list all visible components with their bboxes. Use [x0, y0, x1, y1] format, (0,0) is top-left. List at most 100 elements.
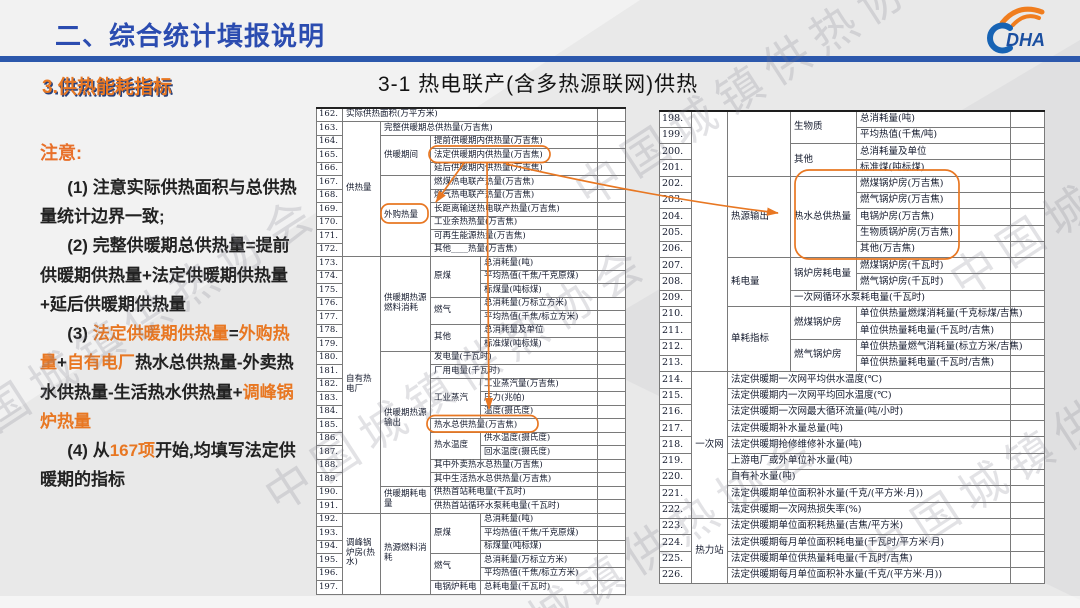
row-number: 166. [316, 161, 343, 176]
row-number: 192. [316, 512, 343, 527]
value-cell [597, 256, 627, 271]
value-cell [1010, 517, 1045, 536]
row-number: 164. [316, 134, 343, 149]
note-item: (1) 注意实际供热面积与总供热量统计边界一致; [40, 173, 306, 231]
table-cell: 长距离输送热电联产热量(万吉焦) [429, 202, 599, 217]
value-cell [597, 485, 627, 500]
section-title: 二、综合统计填报说明 [55, 21, 326, 51]
value-cell [597, 566, 627, 581]
table-row: 183. 压力(兆帕) [316, 391, 627, 406]
table-row: 176. 燃气 总消耗量(万标立方米) [316, 296, 627, 325]
value-cell [597, 202, 627, 217]
table-cell: 法定供暖期一次网热损失率(%) [727, 501, 1011, 519]
empty-cell [727, 110, 791, 177]
row-number: 224. [659, 534, 692, 552]
table-row: 180. 供暖期热源输出 发电量(千瓦时) [316, 350, 627, 487]
table-cell: 可再生能源热量(万吉焦) [429, 229, 599, 244]
value-cell [1010, 126, 1045, 145]
table-cell: 其他____热量(万吉焦) [429, 242, 599, 257]
value-cell [597, 512, 627, 527]
table-cell: 总消耗量(吨) [479, 512, 599, 527]
value-cell [597, 553, 627, 568]
row-number: 221. [659, 485, 692, 503]
value-cell [597, 175, 627, 190]
table-row: 181. 厂用电量(千瓦时) [316, 364, 627, 379]
table-cell: 热源输出 [727, 175, 791, 259]
table-row: 210. 单耗指标 燃煤锅炉房 单位供热量燃煤消耗量(千克标煤/吉焦) [659, 306, 1045, 373]
row-number: 216. [659, 403, 692, 422]
row-number: 200. [659, 143, 692, 161]
indicator-table-left: 162. 实际供热面积(万平方米) 163. 供热量 完整供暖期总供热量(万吉焦) 164… [316, 107, 627, 595]
table-cell: 燃煤锅炉房 [790, 306, 857, 340]
table-cell: 单位供热量燃煤消耗量(千克标煤/吉焦) [856, 306, 1023, 324]
table-cell: 标准煤(吨标煤) [856, 159, 1011, 177]
row-number: 189. [316, 472, 343, 487]
table-row: 172. 其他____热量(万吉焦) [316, 242, 627, 257]
row-number: 177. [316, 310, 343, 325]
value-cell [1010, 550, 1045, 568]
value-cell [597, 350, 627, 365]
row-number: 208. [659, 273, 692, 291]
note-item: (2) 完整供暖期总供热量=提前供暖期供热量+法定供暖期供热量+延后供暖期供热量 [40, 231, 306, 319]
table-cell: 单位供热量燃气消耗量(标立方米/吉焦) [856, 338, 1023, 356]
value-cell [597, 148, 627, 163]
table-cell: 发电量(千瓦时) [429, 350, 599, 365]
row-number: 181. [316, 364, 343, 379]
row-number: 210. [659, 306, 692, 324]
value-cell [597, 323, 627, 338]
table-row: 174. 平均热值(千焦/千克原煤) [316, 269, 627, 284]
table-cell: 燃气热电联产热量(万吉焦) [429, 188, 599, 203]
row-number: 184. [316, 404, 343, 419]
table-cell: 其他 [430, 323, 481, 352]
table-cell: 燃气 [430, 296, 481, 325]
table-row: 190. 供暖期耗电量 供热首站耗电量(千瓦时) [316, 485, 627, 514]
value-cell [597, 391, 627, 406]
row-number: 218. [659, 436, 692, 454]
value-cell [597, 283, 627, 298]
table-row: 177. 平均热值(千焦/标立方米) [316, 310, 627, 325]
subtitle: 3.供热能耗指标 [42, 77, 172, 98]
row-number: 220. [659, 469, 692, 487]
value-cell [597, 337, 627, 352]
table-row: 163. 供热量 完整供暖期总供热量(万吉焦) [316, 121, 627, 257]
value-cell [597, 404, 627, 419]
table-cell: 标煤量(吨标煤) [479, 283, 599, 298]
table-cell: 调峰锅炉房(热水) [342, 512, 381, 595]
bottom-strip [0, 596, 1080, 608]
table-cell: 压力(兆帕) [479, 391, 599, 406]
row-number: 185. [316, 418, 343, 433]
row-number: 162. [316, 107, 343, 122]
value-cell [1010, 566, 1045, 585]
row-number: 193. [316, 526, 343, 541]
row-number: 179. [316, 337, 343, 352]
note-text: = [228, 324, 239, 344]
table-cell: 燃煤锅炉房(万吉焦) [856, 175, 1011, 193]
row-number: 190. [316, 485, 343, 500]
cdha-logo: DHA [987, 6, 1045, 54]
table-cell: 热力站 [691, 517, 728, 585]
table-cell: 外购热量 [380, 175, 431, 257]
value-cell [597, 418, 627, 433]
table-cell: 总消耗量及单位 [479, 323, 599, 338]
value-cell [597, 134, 627, 149]
row-number: 202. [659, 175, 692, 193]
table-cell: 一次网 [691, 371, 728, 519]
value-cell [597, 445, 627, 460]
row-number: 176. [316, 296, 343, 311]
value-cell [597, 310, 627, 325]
table-row: 188. 其中外卖热水总热量(万吉焦) [316, 458, 627, 473]
table-cell: 供热首站循环水泵耗电量(千瓦时) [429, 499, 599, 514]
value-cell [1010, 208, 1045, 226]
row-number: 196. [316, 566, 343, 581]
table-cell: 法定供暖期一次网平均供水温度(℃) [727, 371, 1011, 389]
table-cell: 标煤量(吨标煤) [479, 539, 599, 554]
note-text: (1) 注意实际供热面积与总供热量统计边界一致; [40, 177, 297, 227]
table-cell: 厂用电量(千瓦时) [429, 364, 599, 379]
table-cell: 法定供暖期单位供热量耗电量(千瓦时/吉焦) [727, 550, 1011, 568]
table-cell: 实际供热面积(万平方米) [341, 107, 599, 122]
table-row: 192. 调峰锅炉房(热水) 热源燃料消耗 原煤 总消耗量(吨) [316, 512, 627, 595]
table-cell: 回水温度(摄氏度) [479, 445, 599, 460]
value-cell [1010, 534, 1045, 552]
table-cell: 供暖期耗电量 [380, 485, 431, 514]
